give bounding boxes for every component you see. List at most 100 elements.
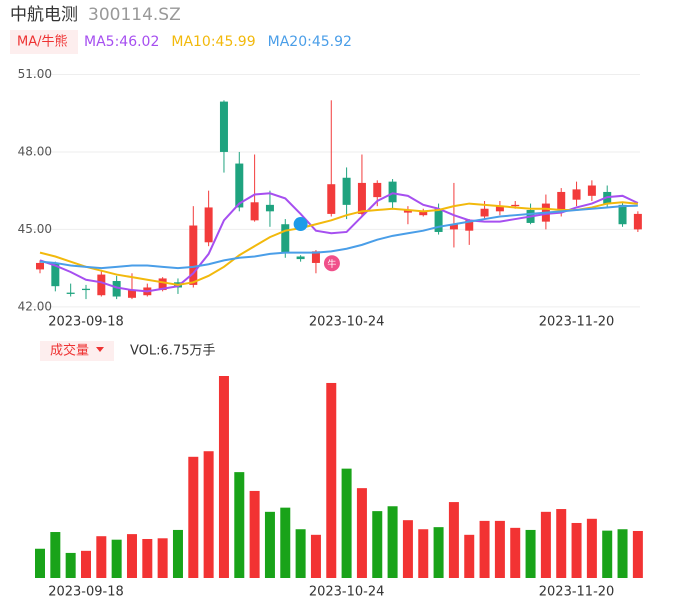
candle-body xyxy=(495,206,504,212)
volume-bar xyxy=(448,502,459,578)
candle-body xyxy=(265,204,274,212)
candle-body xyxy=(66,292,75,294)
y-tick-label: 51.00 xyxy=(18,67,52,81)
volume-bar xyxy=(203,451,214,578)
candle-body xyxy=(557,191,566,211)
volume-bar xyxy=(418,529,429,578)
candle-body xyxy=(449,224,458,230)
volume-bar xyxy=(356,488,367,578)
stock-code: 300114.SZ xyxy=(88,5,181,25)
marker-bg xyxy=(323,255,340,272)
x-tick-label: 2023-09-18 xyxy=(48,585,124,600)
candle-body xyxy=(633,213,642,230)
volume-bar xyxy=(96,536,107,578)
volume-bar xyxy=(65,552,76,578)
y-tick-label: 48.00 xyxy=(18,144,52,158)
volume-bar xyxy=(172,529,183,578)
candle-body xyxy=(465,220,474,231)
volume-bar xyxy=(142,538,153,578)
volume-bar xyxy=(525,529,536,578)
candle-body xyxy=(189,225,198,285)
candle-body xyxy=(219,101,228,152)
candle-body xyxy=(403,210,412,213)
ma-button-bg[interactable] xyxy=(10,30,78,54)
volume-bar xyxy=(341,468,352,578)
volume-bar xyxy=(402,520,413,578)
candle-body xyxy=(250,202,259,221)
x-tick-label: 2023-11-20 xyxy=(539,585,615,600)
volume-bar xyxy=(602,530,613,578)
candle-body xyxy=(36,262,44,270)
ma-line xyxy=(39,204,638,270)
legend-entry: MA5:46.02 xyxy=(84,34,159,50)
candle-body xyxy=(296,256,305,260)
candle-body xyxy=(357,182,366,214)
candle-body xyxy=(112,281,121,297)
volume-bar xyxy=(50,532,61,578)
candle-body xyxy=(618,204,627,225)
volume-bar xyxy=(249,490,260,578)
candle-body xyxy=(342,177,351,205)
volume-bar xyxy=(80,550,91,578)
vol-button[interactable]: 成交量 xyxy=(50,343,89,359)
candle-body xyxy=(281,224,290,253)
candle-body xyxy=(158,278,167,291)
legend-entry: MA10:45.99 xyxy=(171,34,255,50)
ma-line xyxy=(39,201,638,286)
volume-bar xyxy=(433,527,444,578)
candle-body xyxy=(373,182,382,198)
volume-bar xyxy=(372,511,383,578)
candle-body xyxy=(327,184,336,214)
x-tick-label: 2023-11-20 xyxy=(539,315,615,330)
dropdown-arrow[interactable] xyxy=(96,347,104,352)
candle-body xyxy=(419,211,428,216)
volume-bar xyxy=(126,534,137,578)
vol-label: VOL:6.75万手 xyxy=(130,344,215,359)
marker-icon xyxy=(293,217,308,232)
x-tick-label: 2023-09-18 xyxy=(48,315,124,330)
candle-body xyxy=(388,181,397,203)
ma-line xyxy=(39,192,639,293)
volume-bar xyxy=(586,518,597,578)
volume-bar xyxy=(387,506,398,578)
candle-body xyxy=(235,163,244,208)
candle-body xyxy=(311,251,320,263)
candle-body xyxy=(587,185,596,196)
volume-bar xyxy=(494,520,505,578)
legend-entry: MA20:45.92 xyxy=(268,34,352,50)
volume-bar xyxy=(310,534,321,578)
ma-button[interactable]: MA/牛熊 xyxy=(17,34,68,50)
candle-body xyxy=(204,207,213,243)
volume-bar xyxy=(35,548,45,578)
candle-body xyxy=(511,204,520,207)
volume-bar xyxy=(157,538,168,578)
volume-bar xyxy=(617,529,628,578)
volume-bar xyxy=(280,507,291,578)
volume-bar xyxy=(632,530,643,578)
vol-button-bg[interactable] xyxy=(40,341,114,361)
volume-bar xyxy=(540,511,551,578)
candle-body xyxy=(97,274,106,296)
candle-body xyxy=(51,262,60,287)
volume-bar xyxy=(264,511,275,578)
candle-body xyxy=(434,208,443,232)
volume-bar xyxy=(295,529,306,578)
volume-bar xyxy=(111,539,122,578)
y-tick-label: 42.00 xyxy=(18,299,52,313)
volume-bar xyxy=(571,522,582,578)
candle-body xyxy=(127,290,136,298)
volume-bar xyxy=(556,509,567,578)
candle-body xyxy=(81,288,90,291)
volume-bar xyxy=(234,472,245,578)
volume-bar xyxy=(218,376,229,578)
candle-body xyxy=(480,208,489,217)
y-tick-label: 45.00 xyxy=(18,222,52,236)
volume-bar xyxy=(326,382,337,578)
marker-text: 牛 xyxy=(327,258,336,270)
volume-bar xyxy=(188,456,199,578)
volume-bar xyxy=(464,534,475,578)
x-tick-label: 2023-10-24 xyxy=(309,585,385,600)
volume-bar xyxy=(479,520,490,578)
x-tick-label: 2023-10-24 xyxy=(309,315,385,330)
